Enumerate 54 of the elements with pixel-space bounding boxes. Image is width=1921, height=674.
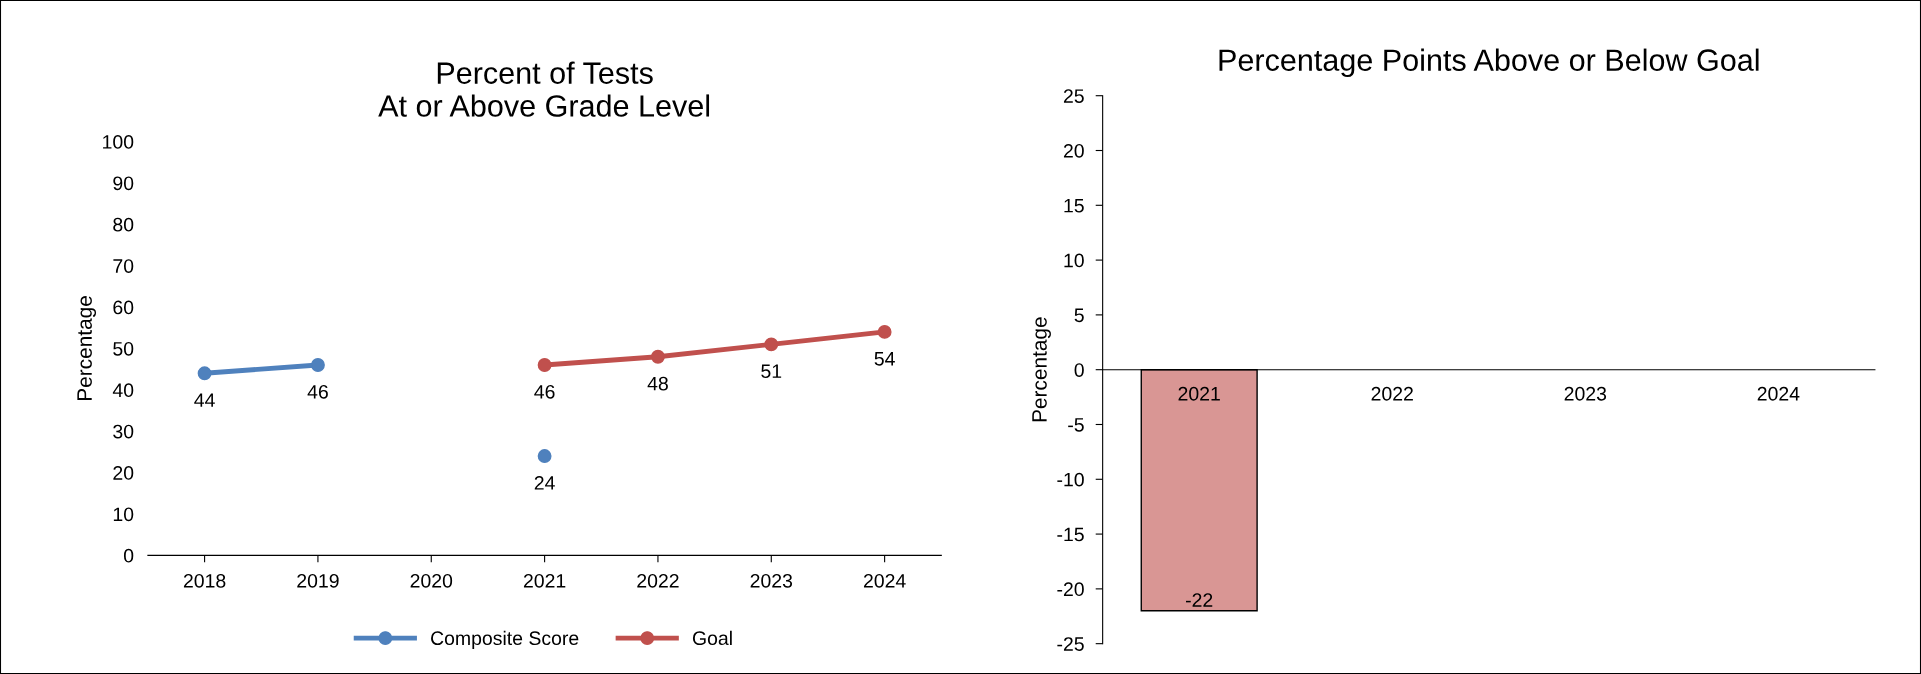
point — [310, 358, 325, 372]
y-tick-label: 40 — [112, 383, 134, 398]
point — [764, 337, 779, 352]
y-tick-label: 30 — [113, 424, 134, 439]
y-tick-label: 15 — [1064, 198, 1084, 213]
x-tick-label: 2018 — [183, 573, 226, 588]
chart-title: Percentage Points Above or Below Goal — [1219, 48, 1759, 78]
y-tick-label: 60 — [113, 300, 134, 315]
chart-title: Percent of Tests At or Above Grade Level — [378, 61, 710, 117]
y-tick-label: 90 — [113, 176, 134, 191]
y-tick-label: 10 — [1064, 253, 1084, 268]
data-label: 54 — [874, 352, 895, 366]
y-tick-label: -25 — [1057, 637, 1084, 651]
x-tick-label: 2021 — [1178, 386, 1220, 401]
legend-label: Goal — [692, 630, 732, 646]
legend-label: Composite Score — [431, 630, 579, 649]
y-tick-label: 0 — [123, 548, 134, 563]
x-tick-label: 2023 — [1564, 386, 1607, 401]
x-tick-label: 2020 — [410, 573, 453, 588]
y-tick-label: 25 — [1063, 89, 1084, 103]
data-label: 48 — [647, 376, 668, 391]
x-tick-label: 2019 — [297, 573, 339, 588]
x-tick-label: 2023 — [750, 573, 793, 588]
y-tick-label: -5 — [1068, 418, 1084, 432]
point — [537, 449, 552, 464]
point — [650, 349, 665, 364]
y-tick-label: -20 — [1057, 582, 1084, 597]
y-tick-label: 80 — [113, 217, 134, 232]
point — [537, 358, 552, 372]
x-tick-label: 2024 — [863, 573, 906, 588]
x-tick-label: 2024 — [1757, 386, 1800, 401]
point — [877, 324, 892, 339]
y-axis-title: Percentage — [1032, 317, 1051, 422]
y-tick-label: 100 — [103, 135, 134, 149]
y-tick-label: -15 — [1057, 527, 1084, 542]
data-label: 24 — [534, 476, 555, 490]
y-tick-label: -10 — [1057, 472, 1084, 487]
y-axis-title: Percentage — [77, 296, 97, 401]
y-tick-label: 5 — [1074, 308, 1084, 323]
data-label: 51 — [761, 364, 782, 379]
y-tick-label: 20 — [113, 466, 134, 480]
data-label: 44 — [194, 393, 215, 407]
data-label: 46 — [307, 384, 328, 399]
x-tick-label: 2022 — [1371, 386, 1413, 401]
x-tick-label: 2022 — [637, 573, 679, 588]
y-tick-label: 70 — [113, 259, 134, 273]
x-tick-label: 2021 — [523, 573, 566, 588]
point — [197, 366, 212, 381]
y-tick-label: 0 — [1074, 363, 1084, 377]
y-tick-label: 10 — [113, 507, 134, 522]
y-tick-label: 50 — [113, 341, 134, 356]
data-label: 46 — [534, 384, 555, 399]
data-label: -22 — [1186, 593, 1213, 607]
y-tick-label: 20 — [1063, 143, 1084, 158]
